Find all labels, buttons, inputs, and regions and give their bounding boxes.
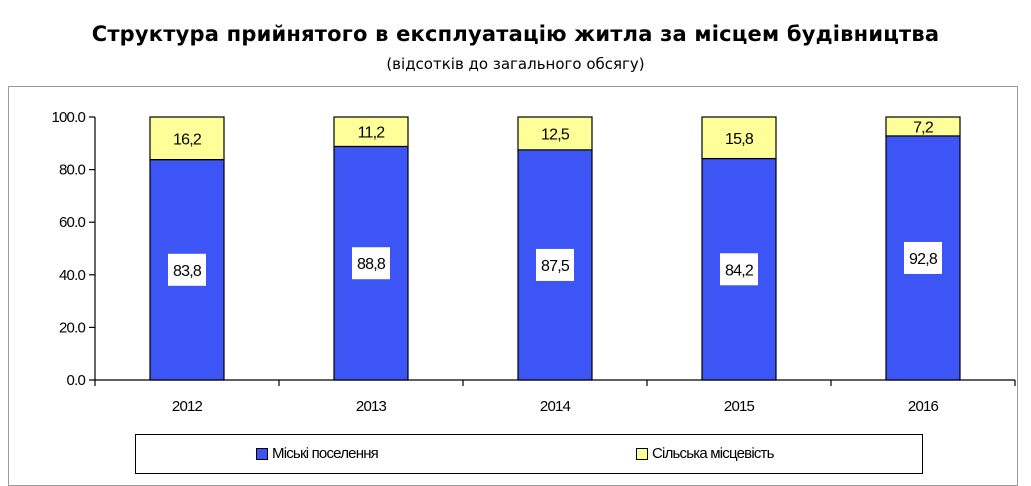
data-label-urban: 88,8: [357, 256, 386, 273]
data-label-rural: 15,8: [725, 131, 754, 148]
data-label-rural: 16,2: [173, 131, 202, 148]
chart-subtitle: (відсотків до загального обсягу): [386, 55, 645, 73]
x-tick-label: 2016: [908, 398, 939, 415]
bar-rural: [885, 116, 961, 137]
data-label-urban: 83,8: [173, 263, 202, 280]
y-tick-label: 0.0: [67, 372, 86, 389]
y-tick-label: 100.0: [51, 109, 85, 126]
bar-rural: [149, 116, 225, 161]
x-tick-label: 2015: [724, 398, 755, 415]
bar-rural: [333, 116, 409, 148]
data-label-box: [536, 248, 574, 281]
data-label-box: [352, 247, 390, 280]
data-label-urban: 92,8: [909, 251, 938, 268]
legend-swatch-rural: [636, 447, 648, 460]
y-tick-label: 40.0: [59, 267, 85, 284]
data-label-box: [168, 253, 206, 286]
x-tick-label: 2013: [356, 398, 387, 415]
x-tick-label: 2014: [540, 398, 571, 415]
y-tick-label: 20.0: [59, 319, 85, 336]
chart-title: Структура прийнятого в експлуатацію житл…: [91, 22, 940, 46]
legend-label-urban: Міські поселення: [272, 445, 379, 462]
legend-item-urban: Міські поселення: [256, 445, 379, 462]
data-label-box: [904, 241, 942, 274]
data-label-rural: 12,5: [541, 126, 570, 143]
y-tick-label: 80.0: [59, 162, 85, 179]
legend-item-rural: Сільська місцевість: [636, 445, 774, 462]
data-label-rural: 7,2: [913, 119, 934, 136]
bar-rural: [517, 116, 593, 151]
chart-legend: Міські поселення Сільська місцевість: [135, 434, 923, 474]
data-label-urban: 87,5: [541, 258, 570, 275]
x-tick-label: 2012: [172, 398, 203, 415]
bar-rural: [701, 116, 777, 160]
data-label-rural: 11,2: [358, 125, 386, 142]
data-label-box: [720, 253, 758, 286]
y-tick-label: 60.0: [59, 214, 85, 231]
legend-swatch-urban: [256, 447, 268, 460]
data-label-urban: 84,2: [725, 262, 754, 279]
legend-label-rural: Сільська місцевість: [652, 445, 774, 462]
